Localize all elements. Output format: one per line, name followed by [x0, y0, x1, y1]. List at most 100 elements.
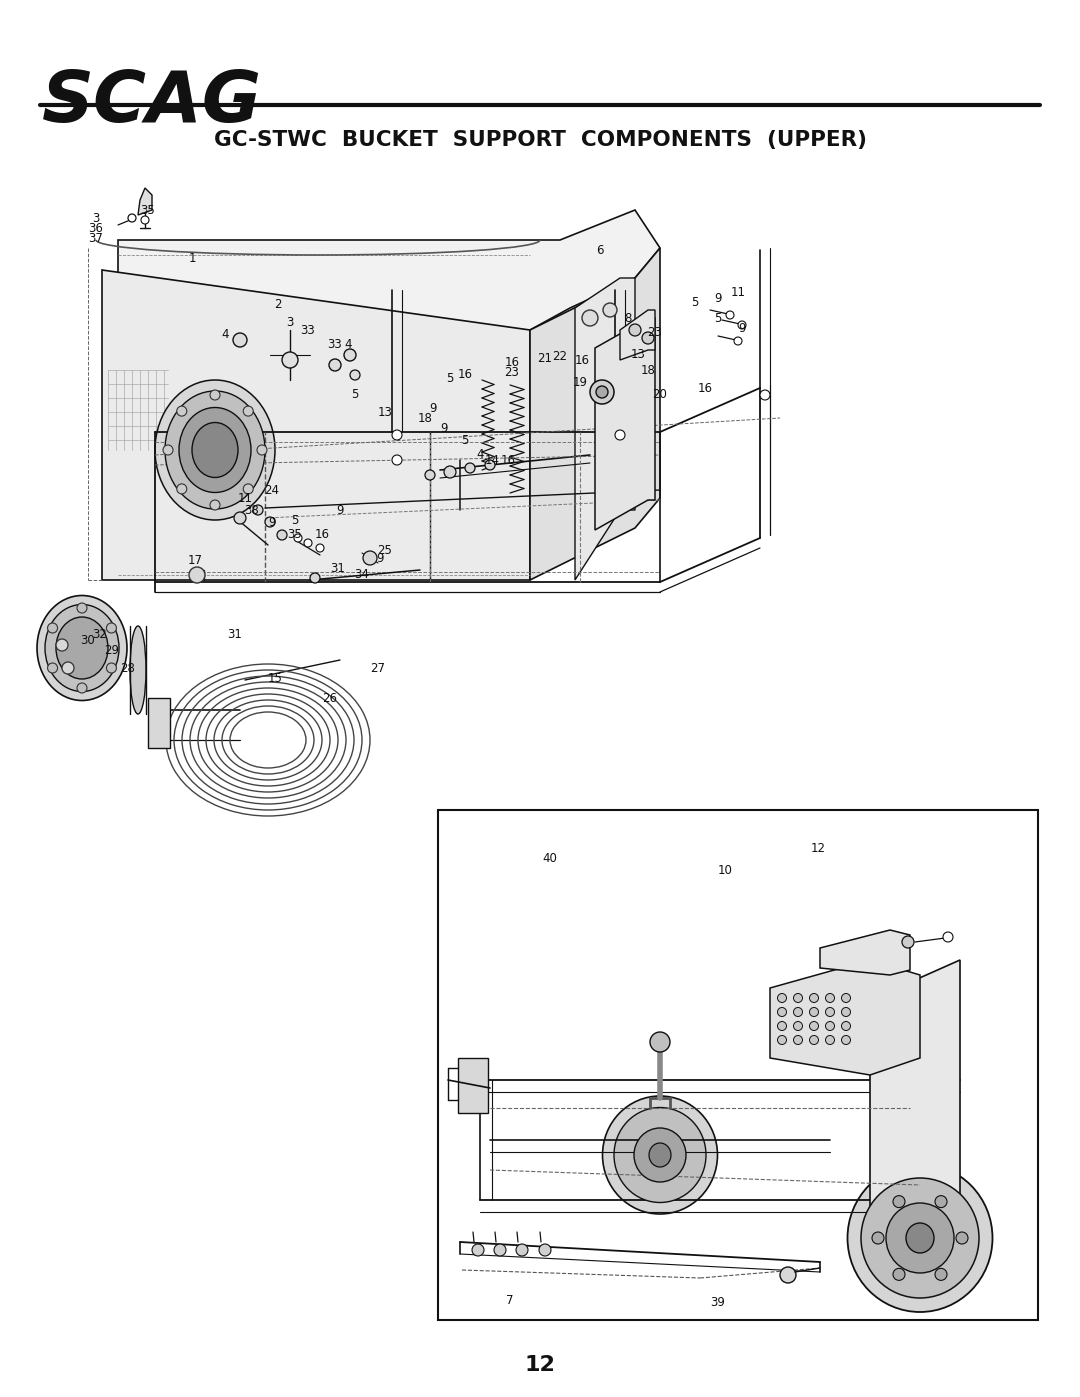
Text: 5: 5: [351, 388, 359, 401]
Ellipse shape: [179, 408, 251, 493]
Circle shape: [494, 1243, 507, 1256]
Text: 35: 35: [287, 528, 302, 542]
Text: 10: 10: [717, 863, 732, 876]
Circle shape: [210, 390, 220, 400]
Text: 27: 27: [370, 662, 386, 675]
Circle shape: [629, 324, 642, 337]
Text: 36: 36: [89, 222, 104, 235]
Circle shape: [778, 1021, 786, 1031]
Ellipse shape: [615, 1108, 706, 1203]
Circle shape: [177, 407, 187, 416]
Polygon shape: [820, 930, 910, 975]
Text: 16: 16: [575, 353, 590, 366]
Polygon shape: [118, 210, 660, 330]
Circle shape: [582, 310, 598, 326]
Circle shape: [825, 1007, 835, 1017]
Circle shape: [956, 1232, 968, 1243]
Circle shape: [893, 1196, 905, 1207]
Text: 22: 22: [553, 349, 567, 362]
Text: 1: 1: [188, 251, 195, 264]
Circle shape: [276, 529, 287, 541]
Polygon shape: [138, 189, 152, 215]
Circle shape: [392, 430, 402, 440]
Polygon shape: [102, 270, 530, 580]
Polygon shape: [870, 960, 960, 1241]
Circle shape: [107, 623, 117, 633]
Text: 14: 14: [485, 454, 499, 467]
Text: 31: 31: [228, 629, 242, 641]
Circle shape: [738, 321, 746, 330]
Text: 12: 12: [810, 841, 825, 855]
Text: 30: 30: [81, 633, 95, 647]
Circle shape: [935, 1196, 947, 1207]
Circle shape: [650, 1032, 670, 1052]
Text: 18: 18: [418, 412, 432, 425]
Circle shape: [265, 517, 275, 527]
Circle shape: [943, 932, 953, 942]
Circle shape: [465, 462, 475, 474]
Circle shape: [794, 1035, 802, 1045]
Text: 3: 3: [92, 211, 99, 225]
Text: 5: 5: [691, 296, 699, 309]
Circle shape: [810, 1007, 819, 1017]
Circle shape: [794, 1021, 802, 1031]
Ellipse shape: [56, 617, 108, 679]
Circle shape: [48, 664, 57, 673]
Text: 28: 28: [121, 662, 135, 675]
Text: 9: 9: [714, 292, 721, 305]
Circle shape: [294, 534, 302, 542]
Ellipse shape: [861, 1178, 978, 1298]
Circle shape: [350, 370, 360, 380]
Ellipse shape: [165, 391, 265, 509]
Circle shape: [902, 936, 914, 949]
Text: 9: 9: [336, 503, 343, 517]
Text: 16: 16: [458, 369, 473, 381]
Circle shape: [778, 1035, 786, 1045]
Circle shape: [539, 1243, 551, 1256]
Circle shape: [316, 543, 324, 552]
Text: 35: 35: [140, 204, 156, 217]
Circle shape: [77, 604, 87, 613]
Text: 5: 5: [461, 433, 469, 447]
Text: 9: 9: [441, 422, 448, 434]
Text: 18: 18: [640, 363, 656, 377]
Text: 11: 11: [730, 285, 745, 299]
Ellipse shape: [848, 1164, 993, 1312]
Circle shape: [810, 1035, 819, 1045]
Circle shape: [48, 623, 57, 633]
Text: 16: 16: [698, 381, 713, 394]
Circle shape: [760, 390, 770, 400]
Ellipse shape: [192, 422, 238, 478]
Text: 9: 9: [429, 401, 436, 415]
Text: 12: 12: [525, 1355, 555, 1375]
Text: 9: 9: [376, 552, 383, 564]
Text: 4: 4: [221, 328, 229, 341]
Text: GC-STWC  BUCKET  SUPPORT  COMPONENTS  (UPPER): GC-STWC BUCKET SUPPORT COMPONENTS (UPPER…: [214, 130, 866, 149]
Circle shape: [825, 1035, 835, 1045]
Text: 8: 8: [624, 312, 632, 324]
Text: 23: 23: [504, 366, 519, 379]
Text: 33: 33: [327, 338, 342, 352]
Circle shape: [189, 567, 205, 583]
Ellipse shape: [634, 1127, 686, 1182]
Text: 33: 33: [300, 324, 315, 337]
Circle shape: [778, 1007, 786, 1017]
Circle shape: [243, 483, 253, 495]
Text: 11: 11: [238, 492, 253, 504]
Circle shape: [935, 1268, 947, 1281]
Text: 29: 29: [105, 644, 120, 657]
Circle shape: [210, 500, 220, 510]
Circle shape: [56, 638, 68, 651]
Text: 39: 39: [711, 1295, 726, 1309]
Circle shape: [590, 380, 615, 404]
Text: 5: 5: [446, 372, 454, 384]
Text: 6: 6: [596, 243, 604, 257]
Ellipse shape: [130, 626, 146, 714]
Text: 25: 25: [378, 543, 392, 556]
Text: 17: 17: [188, 553, 203, 567]
Text: 20: 20: [652, 388, 667, 401]
Circle shape: [234, 511, 246, 524]
Text: 4: 4: [476, 448, 484, 461]
Text: 38: 38: [245, 503, 259, 517]
Circle shape: [310, 573, 320, 583]
